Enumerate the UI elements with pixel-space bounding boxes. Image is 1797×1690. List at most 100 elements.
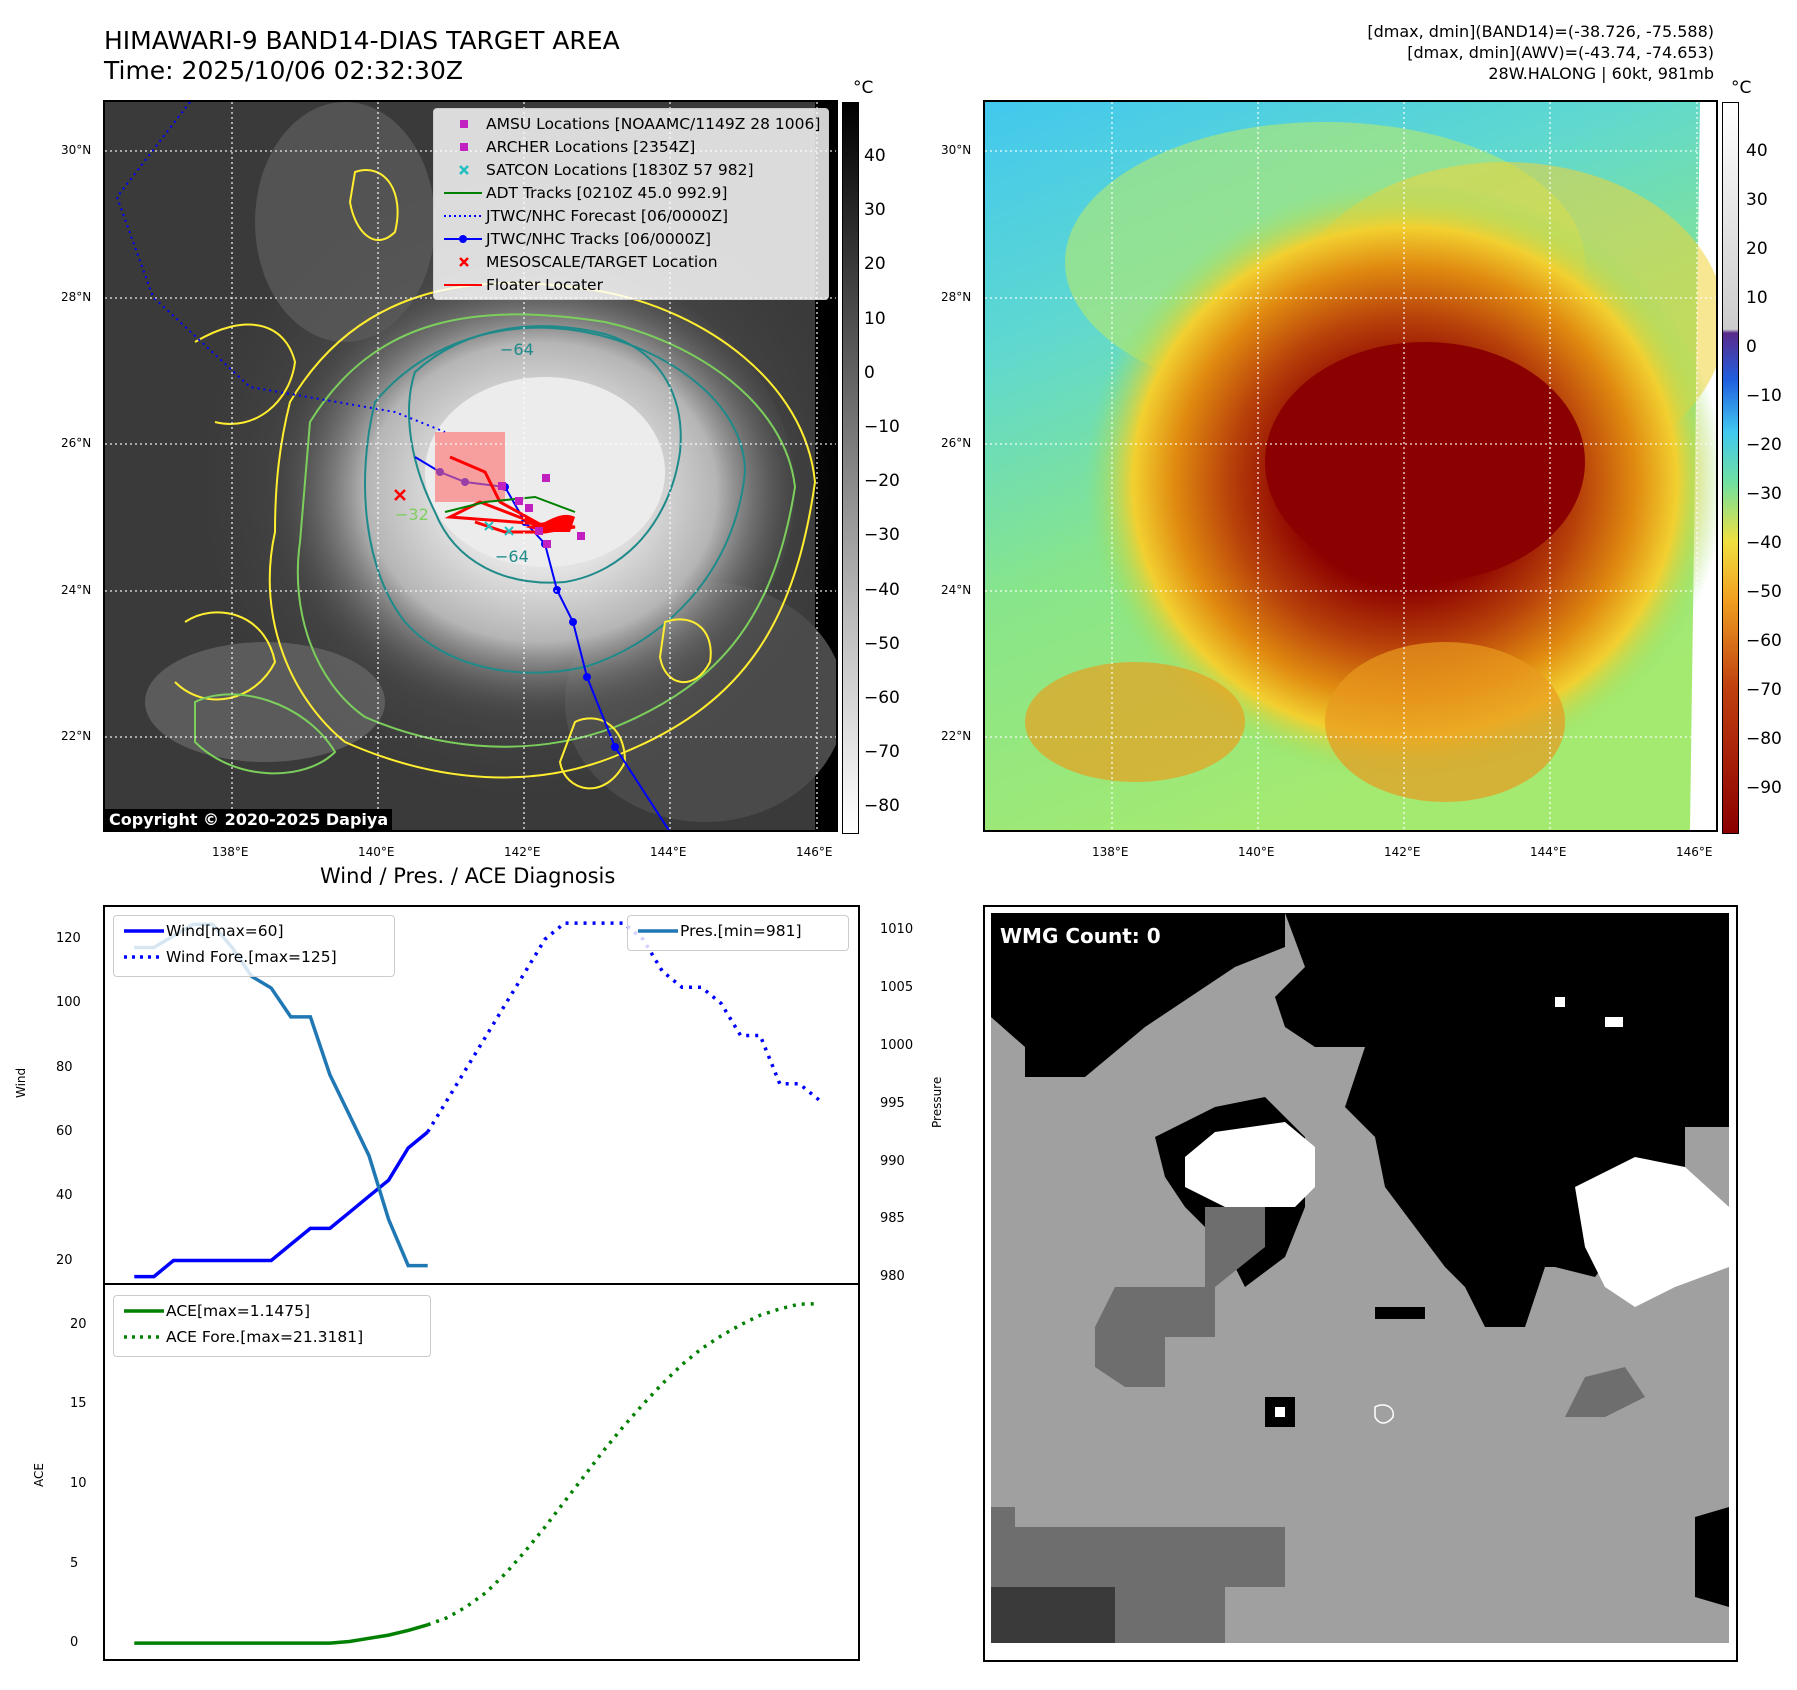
lat-label: 22°N [941, 729, 972, 743]
legend-mesoscale: MESOSCALE/TARGET Location [486, 253, 718, 271]
lon-label: 142°E [504, 845, 541, 859]
wind-tick: 20 [56, 1252, 73, 1268]
lon-label: 140°E [1238, 845, 1275, 859]
colorbar-tick: −80 [864, 796, 900, 817]
lon-label: 138°E [212, 845, 249, 859]
awv-stats: [dmax, dmin](AWV)=(-43.74, -74.653) [1407, 43, 1714, 62]
lon-label: 144°E [1530, 845, 1567, 859]
ace-axis-label: ACE [32, 1463, 46, 1487]
lon-label: 140°E [358, 845, 395, 859]
awv-map [985, 102, 1716, 830]
ace-legend: ACE[max=1.1475] ACE Fore.[max=21.3181] [113, 1295, 431, 1357]
colorbar-tick: −20 [864, 471, 900, 492]
wmg-panel: WMG Count: 0 [983, 905, 1738, 1662]
band14-stats: [dmax, dmin](BAND14)=(-38.726, -75.588) [1367, 22, 1714, 41]
pressure-tick: 1010 [880, 922, 914, 938]
colorbar-tick: 40 [864, 146, 886, 166]
colorbar-tick: −50 [864, 633, 900, 654]
satcon-markers [484, 521, 514, 536]
legend-archer: ARCHER Locations [2354Z] [486, 138, 696, 156]
colorbar-tick: 10 [864, 308, 886, 329]
colorbar-tick: −10 [1746, 386, 1782, 406]
square-icon [442, 113, 486, 135]
lat-label: 26°N [61, 436, 92, 450]
lat-label: 24°N [941, 583, 972, 597]
wind-tick: 120 [56, 931, 81, 947]
ace-tick: 10 [70, 1475, 87, 1491]
pressure-tick: 990 [880, 1153, 905, 1169]
band14-map-panel: −64 −32 −64 AMSU Locations [NOAAMC/1149Z… [103, 100, 838, 832]
legend-jtwc-forecast: JTWC/NHC Forecast [06/0000Z] [486, 207, 729, 225]
pressure-tick: 1000 [880, 1037, 914, 1053]
square-icon [442, 136, 486, 158]
colorbar-tick: −60 [1746, 631, 1782, 651]
colorbar-tick: 20 [1746, 239, 1768, 259]
legend-satcon: SATCON Locations [1830Z 57 982] [486, 161, 754, 179]
series-line [134, 1623, 429, 1645]
colorbar-tick: 20 [864, 254, 886, 275]
colorbar-tick: −30 [1746, 484, 1782, 504]
awv-colorbar [1722, 102, 1739, 834]
map-gridlines [985, 102, 1716, 830]
lon-label: 146°E [796, 845, 833, 859]
pressure-tick: 980 [880, 1269, 905, 1285]
diagnosis-title: Wind / Pres. / ACE Diagnosis [320, 864, 616, 888]
ace-plot: ACE[max=1.1475] ACE Fore.[max=21.3181] [103, 1283, 860, 1661]
wind-tick: 60 [56, 1123, 73, 1139]
lat-label: 24°N [61, 583, 92, 597]
colorbar-tick: −10 [864, 417, 900, 437]
colorbar-tick: −20 [1746, 435, 1782, 455]
lat-label: 22°N [61, 729, 92, 743]
wmg-map [985, 907, 1736, 1660]
colorbar-unit: °C [853, 78, 874, 98]
colorbar-tick: 30 [864, 200, 886, 221]
colorbar-tick: 0 [1746, 337, 1757, 357]
figure-time: Time: 2025/10/06 02:32:30Z [104, 56, 463, 85]
legend-pressure: Pres.[min=981] [680, 922, 802, 940]
line-icon [442, 274, 486, 296]
lon-label: 146°E [1676, 845, 1713, 859]
ace-chart [134, 1302, 819, 1645]
awv-map-panel [983, 100, 1718, 832]
lon-label: 142°E [1384, 845, 1421, 859]
ace-tick: 0 [70, 1635, 79, 1651]
legend-ace-forecast: ACE Fore.[max=21.3181] [166, 1328, 364, 1346]
x-icon [442, 159, 486, 181]
colorbar-tick: 10 [1746, 288, 1768, 308]
floater-locater-track [444, 455, 576, 534]
wind-legend: Wind[max=60] Wind Fore.[max=125] [113, 915, 395, 977]
series-line [427, 1302, 819, 1627]
colorbar-unit: °C [1731, 78, 1752, 98]
legend-jtwc-tracks: JTWC/NHC Tracks [06/0000Z] [486, 230, 712, 248]
wind-axis-label: Wind [14, 1067, 28, 1098]
wind-pressure-plot: Wind[max=60] Wind Fore.[max=125] Pres.[m… [103, 905, 860, 1285]
colorbar-tick: −70 [864, 742, 900, 763]
pressure-axis-label: Pressure [930, 1076, 944, 1128]
colorbar-tick: 40 [1746, 141, 1768, 161]
colorbar-tick: 30 [1746, 190, 1768, 210]
colorbar-tick: −80 [1746, 729, 1782, 749]
map-legend: AMSU Locations [NOAAMC/1149Z 28 1006] AR… [433, 108, 829, 300]
line-icon [442, 182, 486, 204]
lat-label: 30°N [61, 143, 92, 157]
pressure-tick: 1005 [880, 979, 914, 995]
pressure-legend: Pres.[min=981] [627, 915, 849, 951]
contour-label: −64 [495, 547, 529, 566]
amsu-archer-markers [498, 474, 585, 548]
wind-tick: 80 [56, 1059, 73, 1075]
colorbar-tick: −30 [864, 525, 900, 546]
legend-adt: ADT Tracks [0210Z 45.0 992.9] [486, 184, 728, 202]
mesoscale-target-marker [394, 489, 406, 501]
colorbar-tick: −50 [1746, 582, 1782, 602]
legend-wind: Wind[max=60] [166, 922, 284, 940]
pressure-tick: 985 [880, 1211, 905, 1227]
figure-title: HIMAWARI-9 BAND14-DIAS TARGET AREA [104, 26, 620, 55]
colorbar-tick: 0 [864, 362, 875, 383]
legend-ace: ACE[max=1.1475] [166, 1302, 311, 1320]
legend-amsu: AMSU Locations [NOAAMC/1149Z 28 1006] [486, 115, 821, 133]
ace-tick: 15 [70, 1396, 87, 1412]
lon-label: 144°E [650, 845, 687, 859]
adt-track [444, 495, 576, 513]
wind-tick: 40 [56, 1188, 73, 1204]
wmg-count-label: WMG Count: 0 [993, 921, 1168, 951]
